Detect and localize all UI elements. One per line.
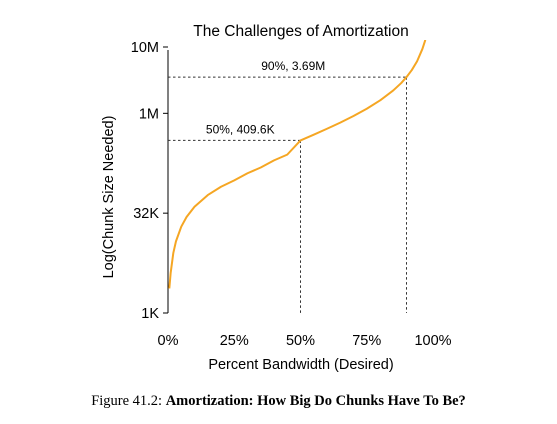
series-line (168, 40, 427, 289)
y-axis-label: Log(Chunk Size Needed) (101, 116, 117, 279)
x-axis-label: Percent Bandwidth (Desired) (208, 357, 393, 373)
chart: The Challenges of Amortization Log(Chunk… (101, 23, 452, 373)
x-tick-label: 75% (352, 333, 381, 349)
caption-title: Amortization: How Big Do Chunks Have To … (165, 393, 466, 409)
x-tick-label: 100% (414, 333, 451, 349)
annotation-label: 90%, 3.69M (261, 59, 325, 73)
y-tick-label: 1M (139, 106, 159, 122)
x-tick-label: 0% (158, 333, 179, 349)
annotation-label: 50%, 409.6K (206, 122, 275, 136)
x-tick-label: 25% (220, 333, 249, 349)
y-tick-label: 32K (133, 206, 159, 222)
y-tick-label: 10M (131, 40, 159, 56)
x-tick-label: 50% (286, 333, 315, 349)
chart-title: The Challenges of Amortization (193, 23, 408, 40)
figure-caption: Figure 41.2: Amortization: How Big Do Ch… (0, 393, 557, 410)
y-tick-label: 1K (141, 306, 159, 322)
caption-prefix: Figure 41.2: (91, 393, 163, 409)
